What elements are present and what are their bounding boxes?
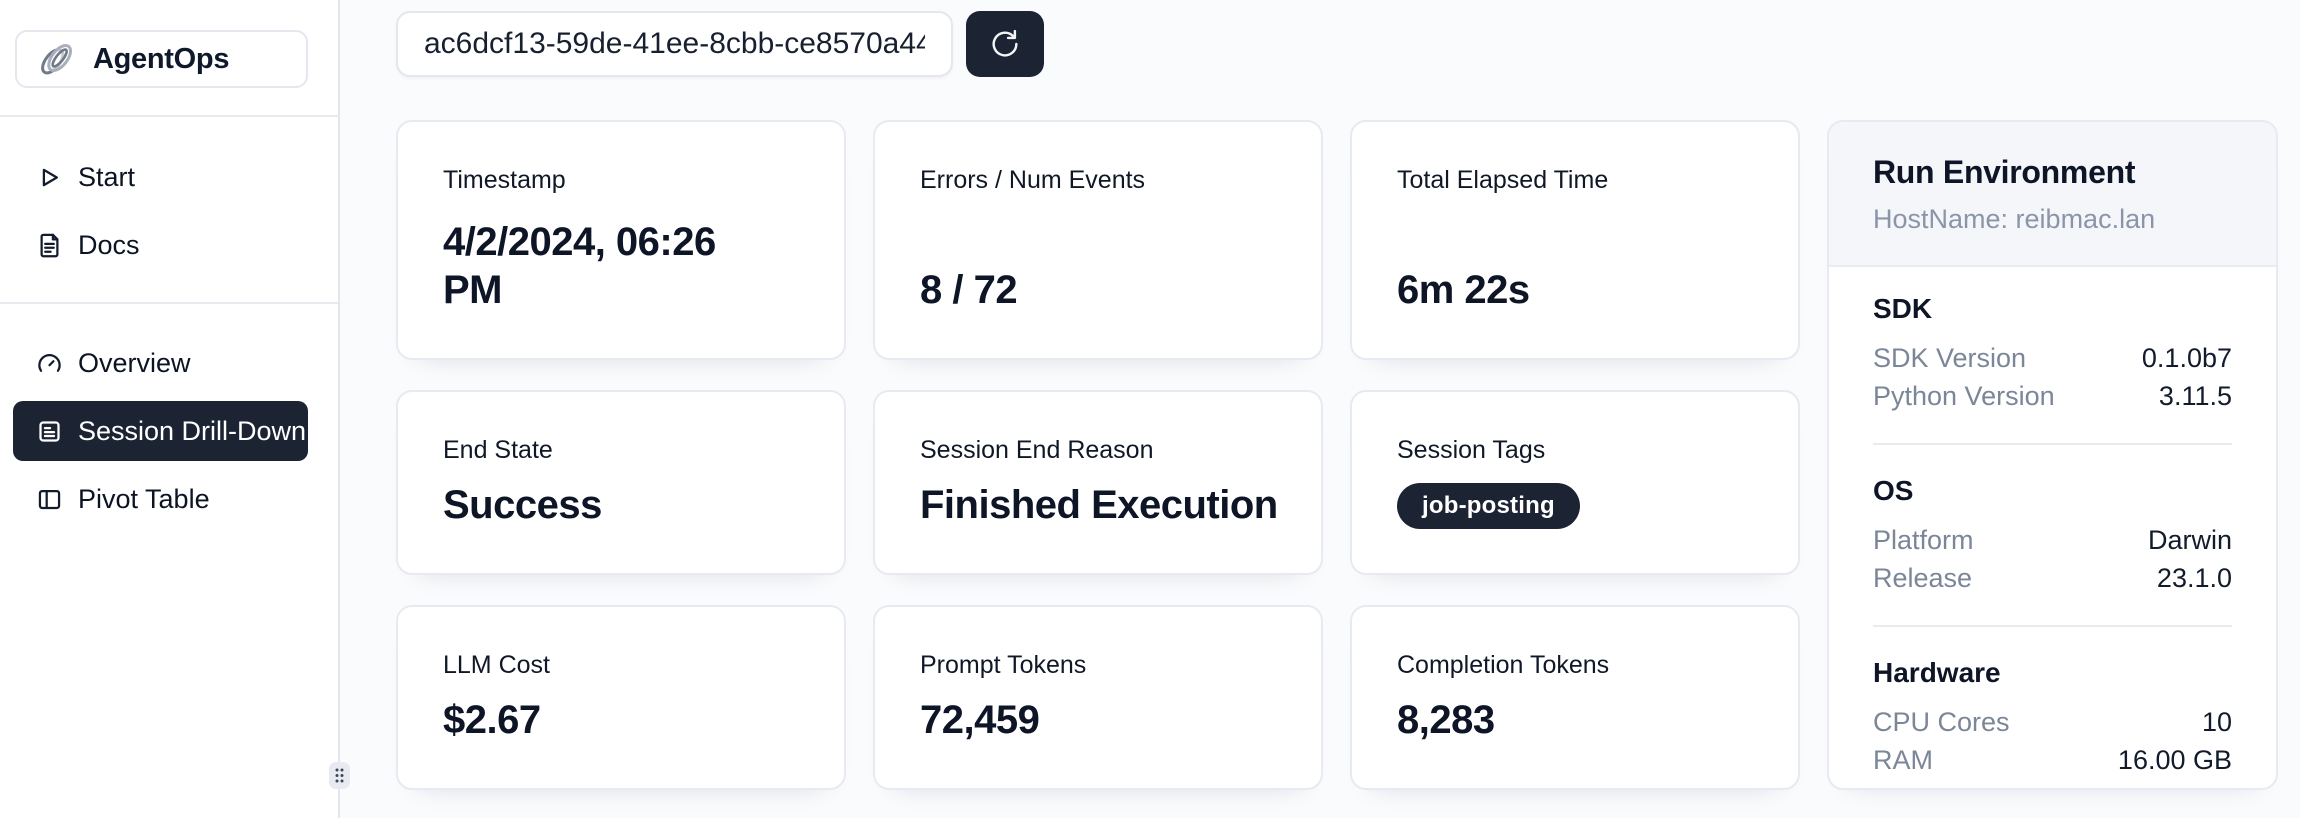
env-section-divider <box>1873 443 2232 445</box>
env-row-python-version: Python Version 3.11.5 <box>1873 377 2232 415</box>
main-content: Timestamp 4/2/2024, 06:26 PM Errors / Nu… <box>340 0 2300 818</box>
sidebar-item-label: Pivot Table <box>78 483 210 514</box>
card-session-tags: Session Tags job-posting <box>1350 390 1800 575</box>
env-section-heading: Hardware <box>1873 657 2001 688</box>
card-value: 72,459 <box>920 698 1040 742</box>
card-label: Prompt Tokens <box>920 651 1087 679</box>
card-errors-num-events: Errors / Num Events 8 / 72 <box>873 120 1323 360</box>
sidebar-resize-handle[interactable] <box>329 762 350 789</box>
row-value: 0.1.0b7 <box>2141 343 2232 373</box>
card-total-elapsed-time: Total Elapsed Time 6m 22s <box>1350 120 1800 360</box>
agentops-logo[interactable]: AgentOps <box>15 30 308 88</box>
env-row-ram: RAM 16.00 GB <box>1873 741 2232 779</box>
env-section-heading: OS <box>1873 475 1914 506</box>
card-label: End State <box>443 436 553 464</box>
row-label: CPU Cores <box>1873 707 2010 737</box>
row-label: Release <box>1873 563 1973 593</box>
row-value: Darwin <box>2147 525 2232 555</box>
card-value: Finished Execution <box>920 483 1278 527</box>
card-value: 8,283 <box>1397 698 1495 742</box>
env-section-heading: SDK <box>1873 293 1933 324</box>
card-value: 4/2/2024, 06:26 PM <box>443 220 716 312</box>
sidebar-item-pivot-table[interactable]: Pivot Table <box>13 469 308 529</box>
sidebar-item-session-drill-down[interactable]: Session Drill-Down <box>13 401 308 461</box>
refresh-icon <box>989 28 1021 60</box>
card-label: Total Elapsed Time <box>1397 166 1609 194</box>
app-title: AgentOps <box>93 42 230 75</box>
tag-badge-row: job-posting <box>1397 483 1753 529</box>
metric-cards-grid: Timestamp 4/2/2024, 06:26 PM Errors / Nu… <box>396 120 1800 790</box>
card-value: $2.67 <box>443 698 541 742</box>
row-label: Platform <box>1873 525 1974 555</box>
content-row: Timestamp 4/2/2024, 06:26 PM Errors / Nu… <box>396 120 2278 790</box>
row-label: Python Version <box>1873 381 2055 411</box>
card-completion-tokens: Completion Tokens 8,283 <box>1350 605 1800 790</box>
sidebar-item-label: Overview <box>78 347 191 378</box>
env-section-os: OS Platform Darwin Release 23.1.0 <box>1873 475 2232 597</box>
run-environment-body: SDK SDK Version 0.1.0b7 Python Version 3… <box>1829 267 2276 779</box>
sidebar: AgentOps Start <box>0 0 350 818</box>
card-label: Session Tags <box>1397 436 1546 464</box>
card-label: Timestamp <box>443 166 566 194</box>
env-row-platform: Platform Darwin <box>1873 521 2232 559</box>
card-session-end-reason: Session End Reason Finished Execution <box>873 390 1323 575</box>
card-label: Completion Tokens <box>1397 651 1610 679</box>
session-notes-icon <box>36 418 63 445</box>
env-section-sdk: SDK SDK Version 0.1.0b7 Python Version 3… <box>1873 293 2232 415</box>
sidebar-divider <box>0 115 338 117</box>
session-tag-badge: job-posting <box>1397 483 1580 529</box>
card-label: Errors / Num Events <box>920 166 1146 194</box>
sidebar-item-label: Session Drill-Down <box>78 415 307 446</box>
run-environment-header: Run Environment HostName: reibmac.lan <box>1829 122 2276 267</box>
card-value: 6m 22s <box>1397 268 1530 312</box>
card-timestamp: Timestamp 4/2/2024, 06:26 PM <box>396 120 846 360</box>
sidebar-nav: Start Docs <box>0 117 338 529</box>
grip-dots-icon <box>335 768 344 783</box>
sidebar-item-docs[interactable]: Docs <box>13 215 308 275</box>
sidebar-divider <box>0 302 338 304</box>
row-value: 16.00 GB <box>2117 745 2232 775</box>
row-value: 23.1.0 <box>2156 563 2232 593</box>
hostname-text: HostName: reibmac.lan <box>1873 204 2156 234</box>
row-label: RAM <box>1873 745 1933 775</box>
card-label: Session End Reason <box>920 436 1154 464</box>
card-value: Success <box>443 483 602 527</box>
card-label: LLM Cost <box>443 651 550 679</box>
sidebar-item-overview[interactable]: Overview <box>13 333 308 393</box>
card-end-state: End State Success <box>396 390 846 575</box>
card-llm-cost: LLM Cost $2.67 <box>396 605 846 790</box>
document-icon <box>36 232 63 259</box>
paperclip-logo-icon <box>37 39 77 79</box>
run-environment-panel: Run Environment HostName: reibmac.lan SD… <box>1827 120 2278 790</box>
env-row-release: Release 23.1.0 <box>1873 559 2232 597</box>
env-row-sdk-version: SDK Version 0.1.0b7 <box>1873 339 2232 377</box>
env-section-divider <box>1873 625 2232 627</box>
row-value: 10 <box>2201 707 2232 737</box>
refresh-button[interactable] <box>966 11 1044 77</box>
topbar <box>396 11 2278 77</box>
row-label: SDK Version <box>1873 343 2027 373</box>
play-icon <box>36 164 63 191</box>
sidebar-item-start[interactable]: Start <box>13 147 308 207</box>
env-section-hardware: Hardware CPU Cores 10 RAM 16.00 GB <box>1873 657 2232 779</box>
run-environment-title: Run Environment <box>1873 154 2136 190</box>
env-row-cpu-cores: CPU Cores 10 <box>1873 703 2232 741</box>
sidebar-item-label: Start <box>78 161 136 192</box>
sidebar-item-label: Docs <box>78 229 140 260</box>
card-value: 8 / 72 <box>920 268 1018 312</box>
session-id-input[interactable] <box>396 11 953 77</box>
card-prompt-tokens: Prompt Tokens 72,459 <box>873 605 1323 790</box>
row-value: 3.11.5 <box>2158 381 2232 411</box>
gauge-icon <box>36 350 63 377</box>
panel-left-icon <box>36 486 63 513</box>
